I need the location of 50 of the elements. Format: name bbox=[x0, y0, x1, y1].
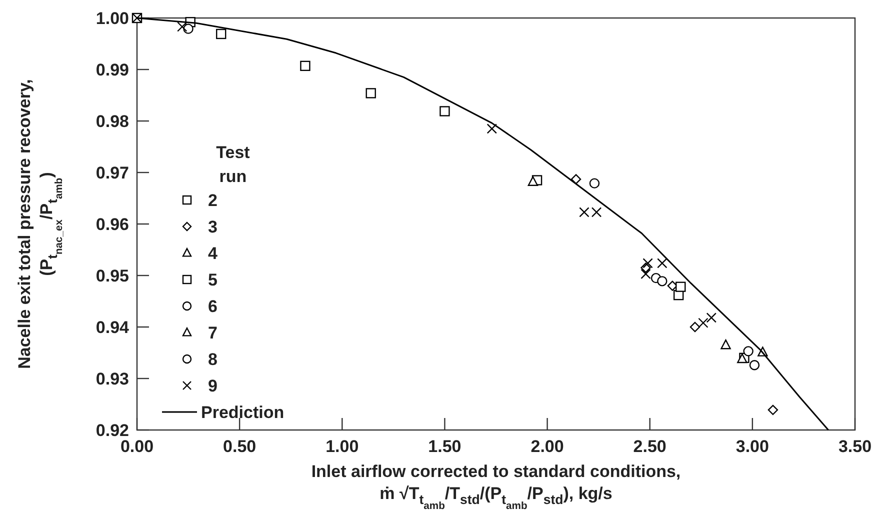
x-tick-label: 0.00 bbox=[120, 437, 154, 456]
point bbox=[743, 346, 754, 356]
x-tick-label: 3.00 bbox=[736, 437, 769, 456]
x-tick-label: 1.50 bbox=[428, 437, 462, 456]
y-tick-label: 0.94 bbox=[96, 318, 130, 337]
point bbox=[440, 106, 450, 116]
legend-label: 3 bbox=[208, 218, 218, 236]
point bbox=[749, 360, 760, 370]
point bbox=[528, 176, 538, 186]
y-tick-label: 1.00 bbox=[96, 9, 129, 28]
y-tick-label: 0.93 bbox=[96, 370, 129, 388]
legend-title: Test run bbox=[216, 143, 250, 186]
point bbox=[366, 88, 376, 98]
point bbox=[768, 404, 778, 416]
point bbox=[698, 318, 708, 328]
point bbox=[657, 276, 668, 286]
point bbox=[657, 258, 668, 268]
y-tick-label: 0.92 bbox=[96, 421, 129, 440]
point bbox=[640, 268, 651, 280]
point bbox=[720, 339, 731, 350]
x-tick-label: 0.50 bbox=[223, 437, 256, 456]
point bbox=[216, 28, 226, 40]
y-tick-label: 0.96 bbox=[96, 215, 129, 234]
point bbox=[486, 124, 497, 134]
legend-label: 9 bbox=[208, 376, 218, 396]
point bbox=[706, 312, 716, 323]
point bbox=[300, 60, 310, 71]
legend-label: 6 bbox=[208, 297, 218, 316]
legend-label: 2 bbox=[208, 191, 218, 210]
y-tick-label: 0.98 bbox=[96, 112, 129, 131]
legend-label: 4 bbox=[208, 244, 218, 263]
point bbox=[579, 207, 590, 218]
point bbox=[183, 24, 194, 34]
point bbox=[589, 178, 600, 188]
point bbox=[642, 258, 653, 268]
legend-label: 7 bbox=[208, 324, 218, 342]
point bbox=[676, 282, 686, 292]
point bbox=[177, 22, 188, 32]
x-tick-label: 2.50 bbox=[633, 437, 666, 456]
legend-label: 5 bbox=[208, 270, 218, 290]
x-tick-label: 2.00 bbox=[530, 437, 564, 456]
legend-label: 8 bbox=[208, 350, 218, 369]
x-tick-label: 1.00 bbox=[326, 437, 359, 456]
point bbox=[690, 322, 700, 332]
legend-label: Prediction bbox=[201, 403, 284, 422]
y-tick-label: 0.99 bbox=[96, 60, 129, 80]
x-tick-label: 3.50 bbox=[838, 437, 872, 456]
y-tick-label: 0.95 bbox=[96, 266, 129, 286]
point bbox=[591, 207, 602, 218]
y-tick-label: 0.97 bbox=[96, 164, 129, 182]
